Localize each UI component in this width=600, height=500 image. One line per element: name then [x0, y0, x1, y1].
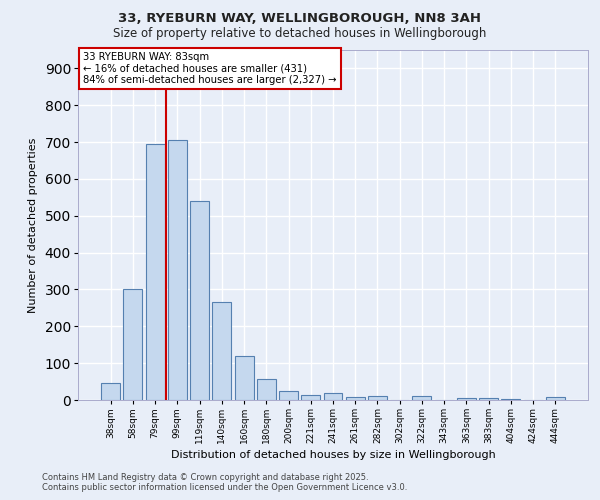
Bar	[190, 201, 209, 400]
Y-axis label: Number of detached properties: Number of detached properties	[28, 138, 38, 312]
Bar	[212, 302, 231, 400]
Bar	[346, 397, 365, 400]
Text: Size of property relative to detached houses in Wellingborough: Size of property relative to detached ho…	[113, 28, 487, 40]
Bar	[168, 140, 187, 400]
Bar	[479, 398, 498, 400]
Bar	[257, 379, 276, 400]
Bar	[124, 290, 142, 400]
Bar	[368, 396, 387, 400]
Bar	[101, 384, 120, 400]
Bar	[457, 398, 476, 400]
Bar	[279, 391, 298, 400]
Bar	[235, 356, 254, 400]
Bar	[546, 397, 565, 400]
Bar	[146, 144, 164, 400]
Text: 33, RYEBURN WAY, WELLINGBOROUGH, NN8 3AH: 33, RYEBURN WAY, WELLINGBOROUGH, NN8 3AH	[119, 12, 482, 26]
Bar	[323, 394, 343, 400]
Text: 33 RYEBURN WAY: 83sqm
← 16% of detached houses are smaller (431)
84% of semi-det: 33 RYEBURN WAY: 83sqm ← 16% of detached …	[83, 52, 337, 85]
Bar	[412, 396, 431, 400]
Text: Contains HM Land Registry data © Crown copyright and database right 2025.
Contai: Contains HM Land Registry data © Crown c…	[42, 473, 407, 492]
X-axis label: Distribution of detached houses by size in Wellingborough: Distribution of detached houses by size …	[170, 450, 496, 460]
Bar	[301, 395, 320, 400]
